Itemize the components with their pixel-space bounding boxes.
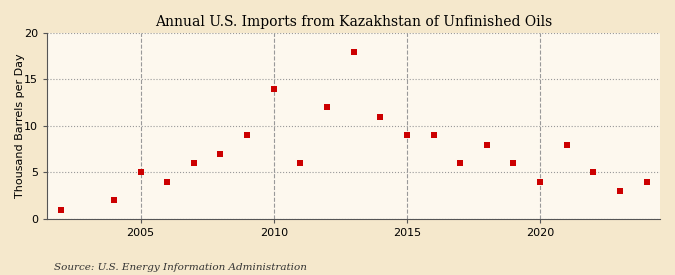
- Point: [162, 180, 173, 184]
- Point: [481, 142, 492, 147]
- Text: Source: U.S. Energy Information Administration: Source: U.S. Energy Information Administ…: [54, 263, 307, 272]
- Y-axis label: Thousand Barrels per Day: Thousand Barrels per Day: [15, 54, 25, 198]
- Point: [109, 198, 119, 203]
- Point: [295, 161, 306, 165]
- Point: [455, 161, 466, 165]
- Point: [215, 152, 226, 156]
- Point: [641, 180, 652, 184]
- Point: [535, 180, 545, 184]
- Point: [615, 189, 626, 193]
- Point: [348, 49, 359, 54]
- Point: [135, 170, 146, 175]
- Point: [562, 142, 572, 147]
- Point: [55, 207, 66, 212]
- Title: Annual U.S. Imports from Kazakhstan of Unfinished Oils: Annual U.S. Imports from Kazakhstan of U…: [155, 15, 552, 29]
- Point: [375, 114, 385, 119]
- Point: [588, 170, 599, 175]
- Point: [321, 105, 332, 109]
- Point: [402, 133, 412, 138]
- Point: [508, 161, 519, 165]
- Point: [269, 87, 279, 91]
- Point: [428, 133, 439, 138]
- Point: [242, 133, 252, 138]
- Point: [188, 161, 199, 165]
